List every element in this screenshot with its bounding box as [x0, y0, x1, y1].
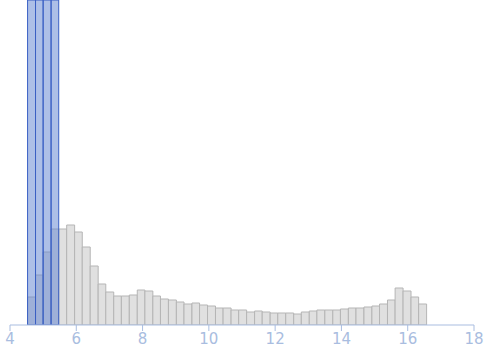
svg-text:4: 4 [8, 330, 15, 348]
svg-text:16: 16 [398, 330, 417, 348]
svg-text:12: 12 [266, 330, 285, 348]
svg-text:8: 8 [138, 330, 148, 348]
svg-text:18: 18 [464, 330, 476, 348]
svg-text:6: 6 [72, 330, 82, 348]
svg-text:14: 14 [332, 330, 351, 348]
svg-text:10: 10 [199, 330, 218, 348]
